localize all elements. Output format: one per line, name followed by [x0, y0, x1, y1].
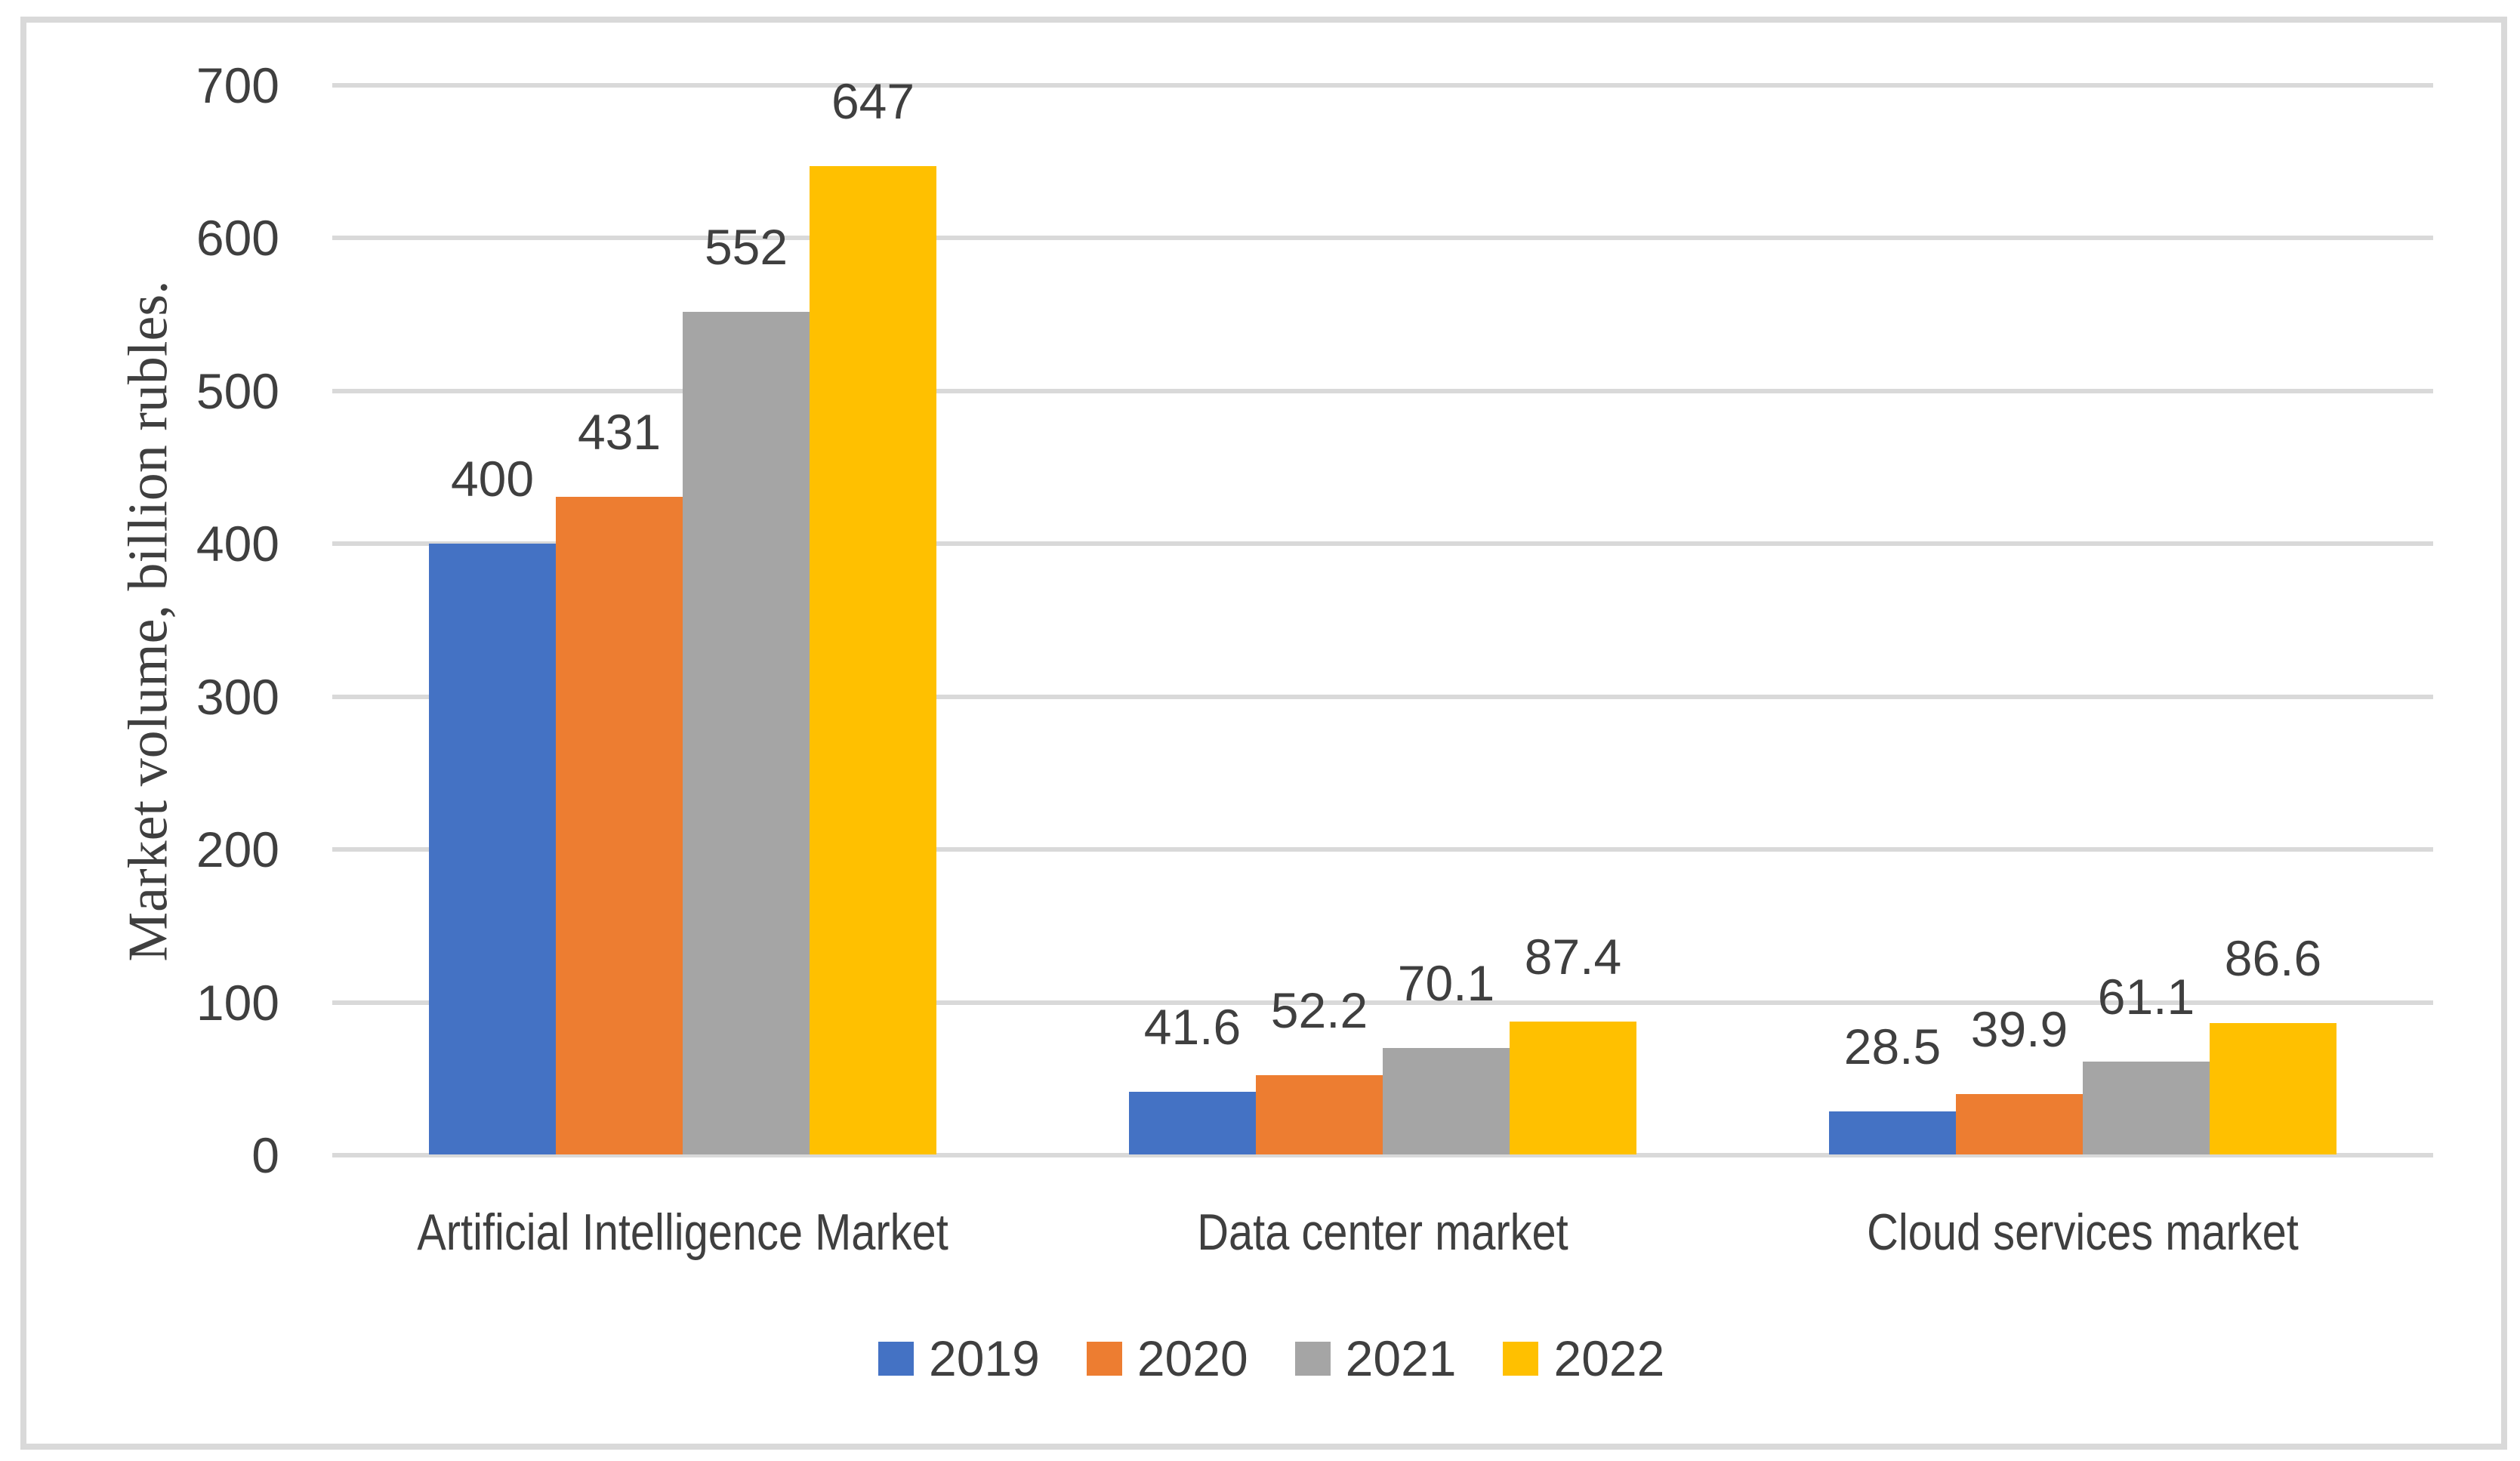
legend-label-2020: 2020	[1137, 1330, 1248, 1386]
bar-2019-data-center-market	[1129, 1092, 1256, 1154]
data-label-2020-cloud-services-market: 39.9	[1970, 1001, 2068, 1057]
gridline-500	[332, 389, 2433, 393]
legend-swatch-2021	[1294, 1341, 1331, 1376]
legend-swatch-2019	[878, 1341, 914, 1376]
legend-item-2019: 2019	[878, 1333, 1040, 1383]
data-label-2021-artificial-intelligence-market: 552	[704, 219, 788, 275]
bar-2022-data-center-market	[1510, 1022, 1636, 1154]
x-axis-line	[332, 1153, 2433, 1157]
legend-swatch-2020	[1086, 1341, 1122, 1376]
y-tick-label-0: 0	[251, 1127, 279, 1183]
y-tick-label-300: 300	[196, 669, 279, 725]
bar-2021-cloud-services-market	[2083, 1062, 2210, 1154]
bar-2019-artificial-intelligence-market	[429, 544, 556, 1154]
legend-label-2021: 2021	[1345, 1330, 1457, 1386]
data-label-2022-cloud-services-market: 86.6	[2224, 930, 2322, 986]
bar-2019-cloud-services-market	[1829, 1111, 1956, 1154]
category-label-data-center-market: Data center market	[1197, 1204, 1568, 1261]
data-label-2019-artificial-intelligence-market: 400	[450, 451, 535, 507]
bar-2020-data-center-market	[1256, 1075, 1383, 1154]
gridline-400	[332, 541, 2433, 546]
data-label-2021-data-center-market: 70.1	[1397, 955, 1495, 1011]
legend-item-2022: 2022	[1503, 1333, 1664, 1383]
data-label-2020-data-center-market: 52.2	[1270, 982, 1368, 1038]
gridline-600	[332, 236, 2433, 240]
legend-label-2022: 2022	[1553, 1330, 1665, 1386]
legend-item-2021: 2021	[1294, 1330, 1457, 1386]
bar-2022-artificial-intelligence-market	[810, 166, 936, 1154]
gridline-200	[332, 847, 2433, 852]
bar-2021-artificial-intelligence-market	[683, 312, 810, 1154]
y-tick-label-400: 400	[196, 516, 279, 572]
y-tick-label-700: 700	[196, 57, 279, 113]
category-label-artificial-intelligence-market: Artificial Intelligence Market	[417, 1204, 948, 1261]
y-tick-label-600: 600	[196, 210, 279, 266]
data-label-2022-artificial-intelligence-market: 647	[831, 73, 915, 129]
category-label-cloud-services-market: Cloud services market	[1867, 1204, 2299, 1261]
gridline-700	[332, 83, 2433, 88]
legend-item-2020: 2020	[1086, 1330, 1248, 1386]
bar-2022-cloud-services-market	[2210, 1023, 2336, 1154]
data-label-2022-data-center-market: 87.4	[1524, 929, 1622, 985]
data-label-2020-artificial-intelligence-market: 431	[577, 404, 662, 460]
legend: 2019 2020 2021 2022	[878, 1333, 1664, 1383]
bar-2020-cloud-services-market	[1956, 1094, 2083, 1154]
bar-2020-artificial-intelligence-market	[556, 497, 683, 1154]
legend-label-2019: 2019	[929, 1330, 1040, 1386]
data-label-2019-data-center-market: 41.6	[1143, 999, 1241, 1055]
data-label-2021-cloud-services-market: 61.1	[2097, 969, 2195, 1025]
y-tick-label-100: 100	[196, 975, 279, 1031]
gridline-100	[332, 1000, 2433, 1005]
gridline-300	[332, 695, 2433, 699]
y-tick-label-500: 500	[196, 363, 279, 419]
data-label-2019-cloud-services-market: 28.5	[1843, 1019, 1942, 1074]
legend-swatch-2022	[1503, 1341, 1539, 1376]
bar-2021-data-center-market	[1383, 1048, 1510, 1154]
y-tick-label-200: 200	[196, 821, 279, 877]
